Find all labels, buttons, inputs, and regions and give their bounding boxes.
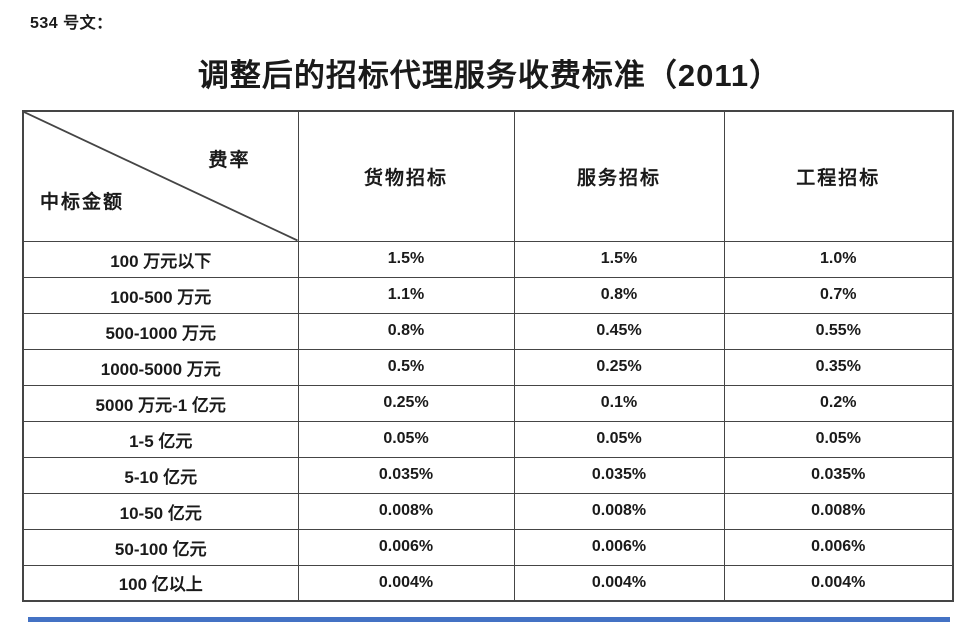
amount-range-label: 100 亿以上 bbox=[22, 564, 299, 602]
amount-range-label: 100 万元以下 bbox=[22, 240, 299, 278]
rate-value-cell: 1.0% bbox=[723, 240, 954, 278]
table-row: 500-1000 万元 0.8% 0.45% 0.55% bbox=[22, 312, 954, 350]
header-row: 费率 中标金额 货物招标 服务招标 工程招标 bbox=[22, 110, 954, 242]
rate-value-cell: 1.5% bbox=[297, 240, 515, 278]
column-header-engineering: 工程招标 bbox=[723, 110, 954, 242]
rate-value-cell: 0.1% bbox=[513, 384, 725, 422]
amount-range-label: 5000 万元-1 亿元 bbox=[22, 384, 299, 422]
rate-value-cell: 0.05% bbox=[297, 420, 515, 458]
rate-value-cell: 0.55% bbox=[723, 312, 954, 350]
rate-value-cell: 0.006% bbox=[297, 528, 515, 566]
fee-table-body: 100 万元以下 1.5% 1.5% 1.0% 100-500 万元 1.1% 0.8% 0.… bbox=[22, 240, 954, 602]
rate-value-cell: 0.035% bbox=[297, 456, 515, 494]
rate-value-cell: 0.35% bbox=[723, 348, 954, 386]
rate-value-cell: 0.45% bbox=[513, 312, 725, 350]
table-row: 10-50 亿元 0.008% 0.008% 0.008% bbox=[22, 492, 954, 530]
amount-range-label: 1-5 亿元 bbox=[22, 420, 299, 458]
rate-value-cell: 0.7% bbox=[723, 276, 954, 314]
table-row: 1000-5000 万元 0.5% 0.25% 0.35% bbox=[22, 348, 954, 386]
rate-value-cell: 1.1% bbox=[297, 276, 515, 314]
amount-range-label: 1000-5000 万元 bbox=[22, 348, 299, 386]
page-title: 调整后的招标代理服务收费标准（2011） bbox=[197, 58, 782, 93]
rate-value-cell: 0.2% bbox=[723, 384, 954, 422]
rate-value-cell: 0.004% bbox=[297, 564, 515, 602]
rate-value-cell: 0.008% bbox=[723, 492, 954, 530]
table-row: 1-5 亿元 0.05% 0.05% 0.05% bbox=[22, 420, 954, 458]
amount-range-label: 50-100 亿元 bbox=[22, 528, 299, 566]
rate-value-cell: 0.008% bbox=[513, 492, 725, 530]
rate-value-cell: 0.25% bbox=[297, 384, 515, 422]
rate-value-cell: 0.004% bbox=[723, 564, 954, 602]
amount-range-label: 100-500 万元 bbox=[22, 276, 299, 314]
diagonal-divider-line bbox=[24, 112, 298, 241]
rate-value-cell: 0.8% bbox=[513, 276, 725, 314]
rate-value-cell: 1.5% bbox=[513, 240, 725, 278]
rate-value-cell: 0.8% bbox=[297, 312, 515, 350]
table-row: 100 亿以上 0.004% 0.004% 0.004% bbox=[22, 564, 954, 602]
amount-range-label: 500-1000 万元 bbox=[22, 312, 299, 350]
corner-label-amount: 中标金额 bbox=[40, 191, 125, 213]
rate-value-cell: 0.05% bbox=[723, 420, 954, 458]
footer-accent-rule bbox=[28, 617, 950, 622]
rate-value-cell: 0.5% bbox=[297, 348, 515, 386]
rate-value-cell: 0.25% bbox=[513, 348, 725, 386]
fee-standard-table: 费率 中标金额 货物招标 服务招标 工程招标 100 万元以下 1.5% 1.5% 1… bbox=[22, 110, 954, 602]
table-row: 50-100 亿元 0.006% 0.006% 0.006% bbox=[22, 528, 954, 566]
doc-number-label: 534 号文： bbox=[30, 15, 113, 32]
rate-value-cell: 0.004% bbox=[513, 564, 725, 602]
rate-value-cell: 0.035% bbox=[723, 456, 954, 494]
table-row: 5000 万元-1 亿元 0.25% 0.1% 0.2% bbox=[22, 384, 954, 422]
rate-value-cell: 0.035% bbox=[513, 456, 725, 494]
rate-value-cell: 0.006% bbox=[723, 528, 954, 566]
table-row: 5-10 亿元 0.035% 0.035% 0.035% bbox=[22, 456, 954, 494]
amount-range-label: 10-50 亿元 bbox=[22, 492, 299, 530]
corner-label-rate: 费率 bbox=[208, 150, 251, 171]
rate-value-cell: 0.008% bbox=[297, 492, 515, 530]
rate-value-cell: 0.006% bbox=[513, 528, 725, 566]
amount-range-label: 5-10 亿元 bbox=[22, 456, 299, 494]
column-header-goods: 货物招标 bbox=[297, 110, 515, 242]
column-header-service: 服务招标 bbox=[513, 110, 725, 242]
rate-value-cell: 0.05% bbox=[513, 420, 725, 458]
table-row: 100-500 万元 1.1% 0.8% 0.7% bbox=[22, 276, 954, 314]
diagonal-corner-cell: 费率 中标金额 bbox=[22, 110, 299, 242]
table-row: 100 万元以下 1.5% 1.5% 1.0% bbox=[22, 240, 954, 278]
